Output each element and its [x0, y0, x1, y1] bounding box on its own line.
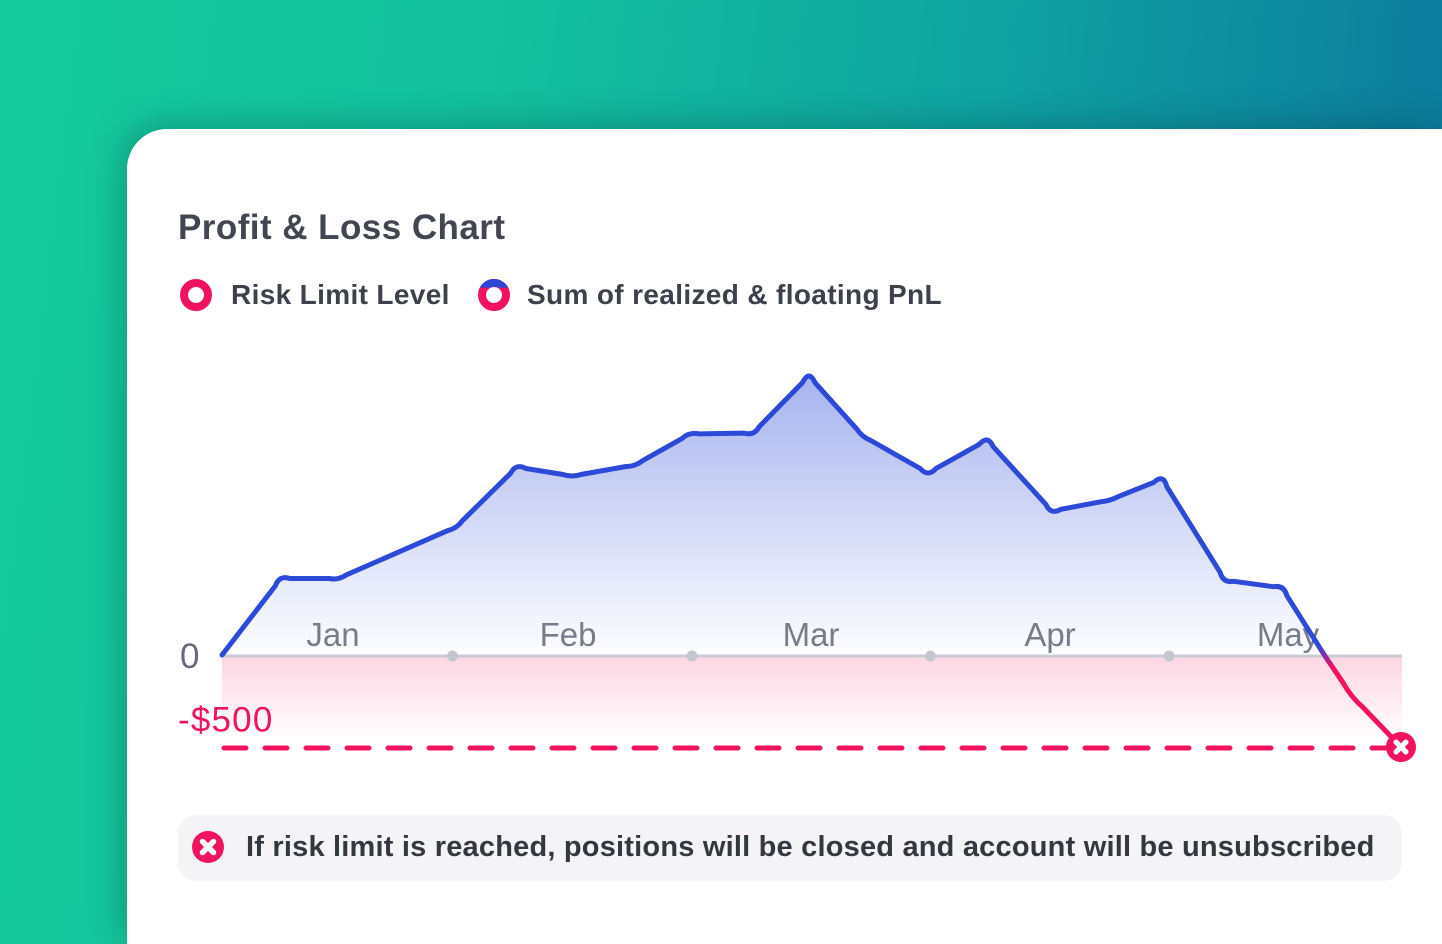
- svg-text:Apr: Apr: [1024, 616, 1075, 653]
- svg-text:Mar: Mar: [783, 616, 840, 653]
- svg-text:-$500: -$500: [178, 701, 274, 740]
- svg-text:0: 0: [180, 637, 199, 676]
- svg-text:Jan: Jan: [306, 616, 359, 653]
- svg-text:Feb: Feb: [540, 616, 597, 653]
